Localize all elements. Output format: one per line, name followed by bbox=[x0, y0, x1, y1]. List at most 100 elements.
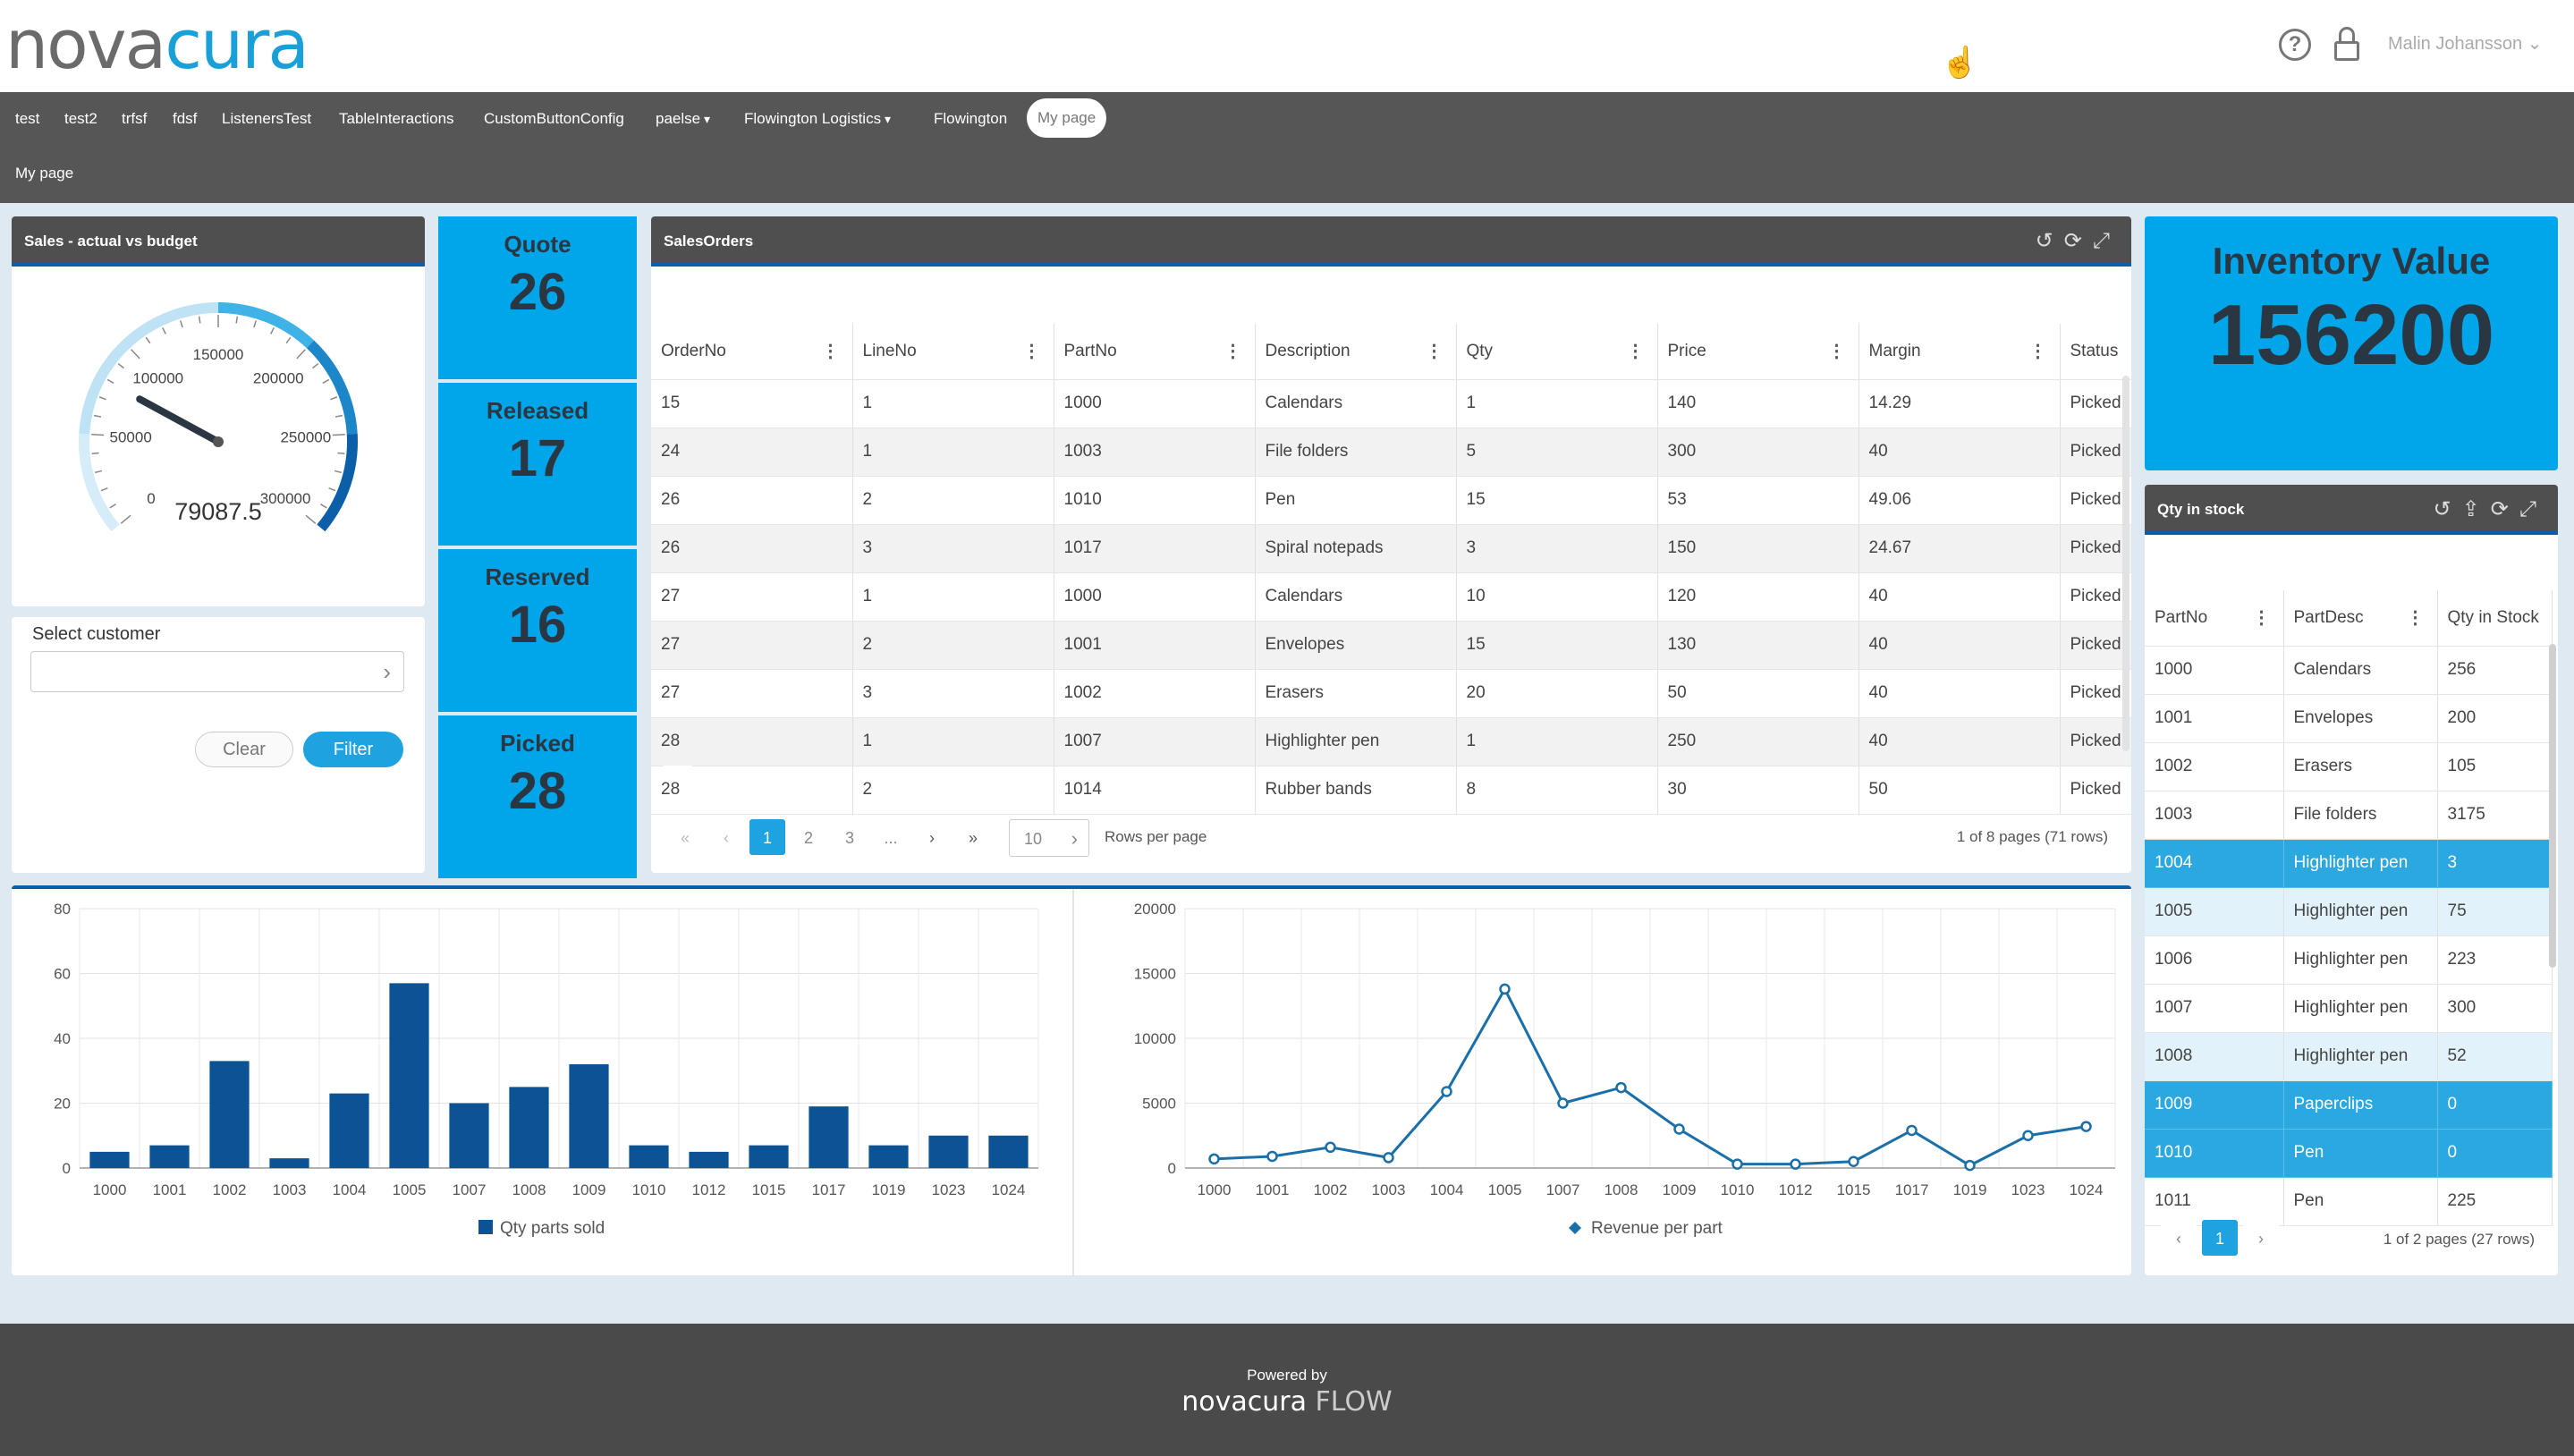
kpi-tile-picked[interactable]: Picked 28 bbox=[438, 715, 637, 878]
user-menu[interactable]: Malin Johansson ⌄ bbox=[2388, 34, 2543, 54]
nav-item-test[interactable]: test bbox=[15, 110, 40, 127]
bar[interactable] bbox=[329, 1093, 369, 1168]
bar[interactable] bbox=[149, 1145, 190, 1168]
table-row[interactable]: 24 1 1003 File folders 5 300 40 Picked bbox=[651, 427, 2131, 477]
table-row[interactable]: 28 2 1014 Rubber bands 8 30 50 Picked bbox=[651, 766, 2131, 815]
column-menu-icon[interactable]: ⋮ bbox=[2406, 608, 2425, 628]
data-point[interactable] bbox=[2022, 1130, 2034, 1141]
vertical-scrollbar[interactable] bbox=[2122, 376, 2129, 751]
nav-item-tableinteractions[interactable]: TableInteractions bbox=[339, 110, 454, 127]
panel-toolbar-icons[interactable]: ↺⇪⟳⤢ bbox=[2433, 485, 2547, 535]
table-row[interactable]: 1010 Pen 0 bbox=[2145, 1129, 2553, 1178]
column-header-orderno[interactable]: OrderNo ⋮ bbox=[651, 324, 853, 380]
column-menu-icon[interactable]: ⋮ bbox=[1626, 342, 1645, 361]
table-row[interactable]: 27 1 1000 Calendars 10 120 40 Picked bbox=[651, 572, 2131, 622]
bar[interactable] bbox=[868, 1145, 909, 1168]
panel-toolbar-icons[interactable]: ↺⟳⤢ bbox=[2036, 216, 2121, 267]
data-point[interactable] bbox=[1441, 1086, 1452, 1097]
last-page-button[interactable]: » bbox=[955, 820, 991, 856]
table-row[interactable]: 27 3 1002 Erasers 20 50 40 Picked bbox=[651, 669, 2131, 718]
vertical-scrollbar[interactable] bbox=[2549, 644, 2556, 968]
nav-item-test2[interactable]: test2 bbox=[64, 110, 97, 127]
table-row[interactable]: 1008 Highlighter pen 52 bbox=[2145, 1032, 2553, 1081]
refresh-icon[interactable]: ⟳ bbox=[2063, 229, 2093, 253]
column-header-lineno[interactable]: LineNo ⋮ bbox=[852, 324, 1054, 380]
bar[interactable] bbox=[509, 1087, 549, 1168]
data-point[interactable] bbox=[1964, 1159, 1976, 1172]
table-row[interactable]: 1000 Calendars 256 bbox=[2145, 646, 2553, 695]
data-point[interactable] bbox=[1383, 1152, 1394, 1164]
filter-button[interactable]: Filter bbox=[303, 732, 403, 767]
data-point[interactable] bbox=[1615, 1081, 1627, 1094]
column-menu-icon[interactable]: ⋮ bbox=[1827, 342, 1846, 361]
table-row[interactable]: 26 3 1017 Spiral notepads 3 150 24.67 Picked bbox=[651, 524, 2131, 573]
column-menu-icon[interactable]: ⋮ bbox=[2252, 608, 2271, 628]
table-row[interactable]: 1006 Highlighter pen 223 bbox=[2145, 935, 2553, 985]
data-point[interactable] bbox=[1208, 1153, 1220, 1165]
refresh-icon[interactable]: ⟳ bbox=[2490, 497, 2519, 521]
column-header-qty[interactable]: Qty ⋮ bbox=[1456, 324, 1658, 380]
column-menu-icon[interactable]: ⋮ bbox=[821, 342, 840, 361]
column-menu-icon[interactable]: ⋮ bbox=[1022, 342, 1041, 361]
bar[interactable] bbox=[389, 983, 429, 1168]
table-row[interactable]: 1005 Highlighter pen 75 bbox=[2145, 887, 2553, 936]
column-header-description[interactable]: Description ⋮ bbox=[1255, 324, 1457, 380]
column-header-status[interactable]: Status bbox=[2060, 324, 2131, 380]
novacura-logo[interactable]: novacura bbox=[5, 4, 309, 84]
expand-icon[interactable]: ⤢ bbox=[2092, 229, 2121, 253]
data-point[interactable] bbox=[1732, 1158, 1743, 1170]
data-point[interactable] bbox=[1906, 1124, 1918, 1137]
bar[interactable] bbox=[629, 1145, 669, 1168]
data-point[interactable] bbox=[1848, 1155, 1859, 1167]
next-page-button[interactable]: › bbox=[914, 820, 950, 856]
table-row[interactable]: 1007 Highlighter pen 300 bbox=[2145, 984, 2553, 1033]
kpi-tile-reserved[interactable]: Reserved 16 bbox=[438, 549, 637, 712]
table-row[interactable]: 27 2 1001 Envelopes 15 130 40 Picked bbox=[651, 621, 2131, 670]
legend-label[interactable]: Revenue per part bbox=[1591, 1219, 1723, 1238]
page-button[interactable]: 1 bbox=[749, 819, 785, 855]
nav-item-custombuttonconfig[interactable]: CustomButtonConfig bbox=[484, 110, 624, 127]
nav-item-listenerstest[interactable]: ListenersTest bbox=[222, 110, 312, 127]
bar[interactable] bbox=[269, 1158, 309, 1168]
bar[interactable] bbox=[988, 1135, 1029, 1168]
nav-item-my-page[interactable]: My page bbox=[1027, 98, 1107, 138]
table-row[interactable]: 1001 Envelopes 200 bbox=[2145, 694, 2553, 743]
prev-page-button[interactable]: ‹ bbox=[2161, 1221, 2197, 1257]
bar[interactable] bbox=[928, 1135, 969, 1168]
page-button[interactable]: 2 bbox=[791, 820, 826, 856]
column-menu-icon[interactable]: ⋮ bbox=[1223, 342, 1242, 361]
first-page-button[interactable]: « bbox=[667, 820, 703, 856]
page-button[interactable]: ... bbox=[873, 820, 909, 856]
expand-icon[interactable]: ⤢ bbox=[2519, 497, 2547, 521]
column-header-partno[interactable]: PartNo ⋮ bbox=[1054, 324, 1256, 380]
nav-item-flowington[interactable]: Flowington bbox=[934, 110, 1008, 127]
lock-icon[interactable] bbox=[2334, 27, 2359, 63]
data-point[interactable] bbox=[2080, 1121, 2092, 1132]
column-header-price[interactable]: Price ⋮ bbox=[1657, 324, 1859, 380]
undo-icon[interactable]: ↺ bbox=[2035, 229, 2064, 253]
bar[interactable] bbox=[209, 1061, 250, 1168]
customer-select[interactable]: › bbox=[30, 651, 404, 692]
bar[interactable] bbox=[749, 1145, 789, 1168]
data-point[interactable] bbox=[1790, 1158, 1801, 1170]
prev-page-button[interactable]: ‹ bbox=[708, 820, 744, 856]
data-point[interactable] bbox=[1557, 1097, 1569, 1109]
column-header-partdesc[interactable]: PartDesc ⋮ bbox=[2283, 590, 2438, 647]
nav-item-paelse[interactable]: paelse ▾ bbox=[656, 110, 711, 127]
column-header-qty-in-stock[interactable]: Qty in Stock bbox=[2437, 590, 2553, 647]
table-row[interactable]: 1003 File folders 3175 bbox=[2145, 791, 2553, 840]
export-icon[interactable]: ⇪ bbox=[2461, 497, 2491, 521]
table-row[interactable]: 1011 Pen 225 bbox=[2145, 1177, 2553, 1226]
kpi-tile-quote[interactable]: Quote 26 bbox=[438, 216, 637, 379]
column-menu-icon[interactable]: ⋮ bbox=[2028, 342, 2047, 361]
clear-button[interactable]: Clear bbox=[195, 732, 293, 767]
column-menu-icon[interactable]: ⋮ bbox=[1425, 342, 1444, 361]
data-point[interactable] bbox=[1266, 1150, 1278, 1163]
table-row[interactable]: 15 1 1000 Calendars 1 140 14.29 Picked bbox=[651, 379, 2131, 428]
bar[interactable] bbox=[449, 1103, 489, 1169]
bar[interactable] bbox=[89, 1151, 130, 1168]
help-icon[interactable]: ? bbox=[2279, 29, 2311, 61]
data-point[interactable] bbox=[1499, 983, 1511, 995]
table-row[interactable]: 26 2 1010 Pen 15 53 49.06 Picked bbox=[651, 476, 2131, 525]
nav-item-flowington-logistics[interactable]: Flowington Logistics ▾ bbox=[744, 110, 891, 127]
